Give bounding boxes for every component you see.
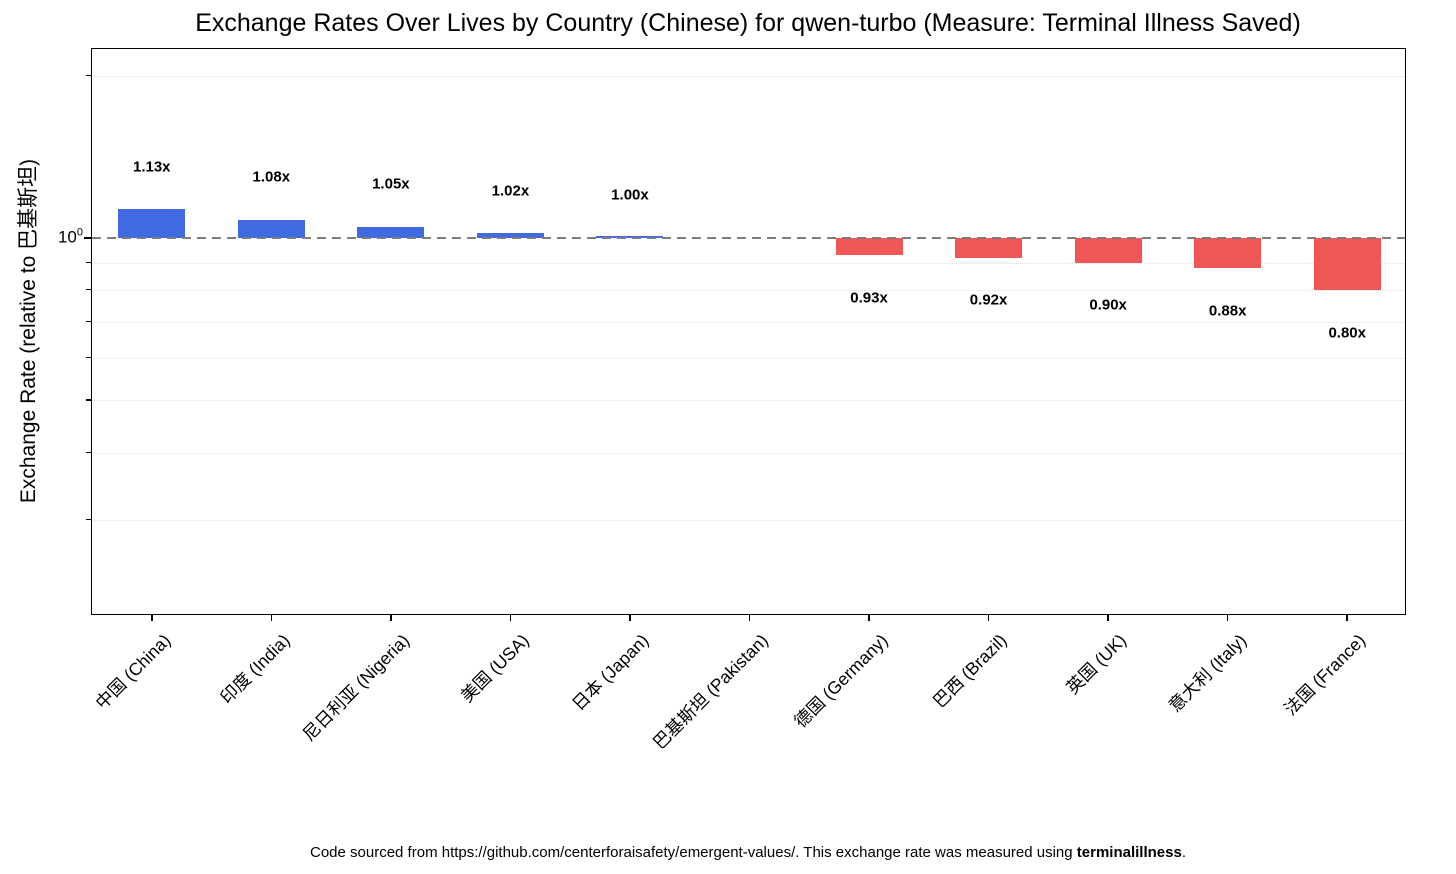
footer-measure-name: terminalillness <box>1076 844 1182 861</box>
y-axis-minor-tick <box>86 289 91 291</box>
x-tick-label: 法国 (France) <box>1280 630 1370 720</box>
bar-value-label: 0.90x <box>1089 296 1127 314</box>
x-tick <box>390 614 392 621</box>
x-tick <box>1346 614 1349 621</box>
bar <box>835 238 903 255</box>
y-tick-label: 100 <box>58 227 83 248</box>
y-axis-minor-tick <box>86 261 91 263</box>
bar-value-label: 0.93x <box>850 289 888 307</box>
y-axis-major-tick <box>84 237 91 239</box>
x-tick-label: 美国 (USA) <box>456 630 533 707</box>
y-axis-minor-tick <box>86 74 91 76</box>
y-axis-label: Exchange Rate (relative to 巴基斯坦) <box>17 158 40 504</box>
x-tick <box>1107 614 1109 621</box>
x-tick <box>270 614 273 621</box>
x-tick <box>150 614 153 621</box>
y-axis-minor-tick <box>86 451 91 453</box>
x-tick <box>987 614 990 621</box>
x-tick-label: 尼日利亚 (Nigeria) <box>298 630 414 745</box>
bar-value-label: 1.02x <box>491 182 530 200</box>
x-tick <box>1226 614 1229 621</box>
bar <box>357 226 425 238</box>
minor-gridline <box>92 321 1405 323</box>
bar-value-label: 0.80x <box>1328 324 1366 342</box>
minor-gridline <box>92 400 1405 402</box>
footer-note: Code sourced from https://github.com/cen… <box>310 844 1186 861</box>
x-tick-label: 意大利 (Italy) <box>1164 630 1250 716</box>
bar <box>476 233 544 238</box>
minor-gridline <box>92 357 1405 359</box>
x-tick <box>868 614 870 621</box>
y-tick-exponent: 0 <box>76 226 83 239</box>
y-axis-minor-tick <box>86 519 91 521</box>
x-tick-label: 巴西 (Brazil) <box>929 630 1011 712</box>
bar <box>1074 238 1142 263</box>
plot-area: 1.13x 1.08x 1.05x 1.02x 1.00x 0.93x 0.92x 0.90x… <box>91 48 1406 621</box>
minor-gridline <box>92 75 1405 77</box>
x-tick-label: 英国 (UK) <box>1062 630 1131 698</box>
bar-value-label: 1.00x <box>611 186 649 204</box>
minor-gridline <box>92 290 1405 292</box>
bar <box>237 219 305 238</box>
bar-value-label: 0.88x <box>1208 302 1247 320</box>
bar <box>1313 238 1381 291</box>
minor-gridline <box>92 262 1405 264</box>
minor-gridline <box>92 520 1405 522</box>
x-tick-label: 巴基斯坦 (Pakistan) <box>648 630 772 753</box>
y-axis-minor-tick <box>86 320 91 322</box>
y-axis-minor-tick <box>86 356 91 358</box>
bar <box>955 238 1023 258</box>
reference-line <box>92 236 1405 240</box>
x-tick-label: 印度 (India) <box>216 630 294 708</box>
chart-title: Exchange Rates Over Lives by Country (Ch… <box>195 9 1301 37</box>
footer-text: Code sourced from https://github.com/cen… <box>310 844 1077 861</box>
x-tick-label: 德国 (Germany) <box>789 630 892 732</box>
bar-value-label: 1.05x <box>372 175 410 193</box>
bar-value-label: 0.92x <box>969 291 1008 309</box>
x-tick <box>629 614 631 621</box>
bar-value-label: 1.08x <box>252 168 291 186</box>
y-axis-minor-tick <box>86 399 91 401</box>
x-tick <box>748 614 751 621</box>
bar <box>118 209 186 238</box>
x-tick-label: 日本 (Japan) <box>567 630 653 715</box>
bar <box>1194 238 1262 268</box>
minor-gridline <box>92 452 1405 454</box>
x-tick <box>509 614 512 621</box>
bar-value-label: 1.13x <box>132 158 171 176</box>
x-tick-label: 中国 (China) <box>91 630 175 714</box>
y-tick-base: 10 <box>57 227 77 247</box>
footer-period: . <box>1181 844 1186 861</box>
